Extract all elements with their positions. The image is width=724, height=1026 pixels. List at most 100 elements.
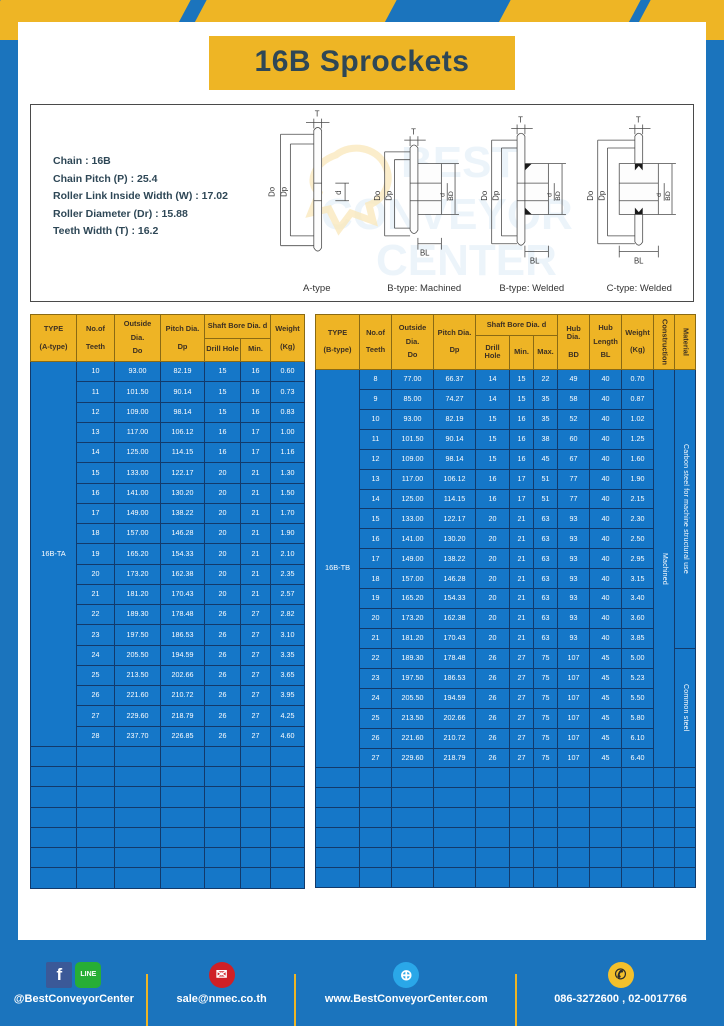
table-cell: 15 <box>475 428 511 450</box>
svg-text:T: T <box>635 116 640 125</box>
table-cell-blank <box>433 767 477 789</box>
svg-text:Dp: Dp <box>597 190 606 201</box>
table-cell: 17 <box>239 441 272 464</box>
table-cell: 24 <box>76 644 115 666</box>
table-cell: 6.10 <box>621 727 655 749</box>
footer-email[interactable]: ✉ sale@nmec.co.th <box>148 960 296 1026</box>
table-cell: 16 <box>509 428 535 450</box>
table-cell-blank <box>475 847 511 869</box>
th-outside-dia: Outside Dia. Do <box>114 314 161 362</box>
table-cell: 26 <box>475 747 511 769</box>
table-row-blank <box>315 787 697 809</box>
table-cell-blank <box>589 787 623 809</box>
table-cell: 40 <box>589 627 623 649</box>
table-cell: 40 <box>589 408 623 430</box>
table-cell: 10 <box>76 360 115 383</box>
footer-facebook[interactable]: f LINE @BestConveyorCenter <box>0 960 148 1026</box>
table-cell: 63 <box>533 548 559 570</box>
spec-line: Roller Link Inside Width (W) : 17.02 <box>53 190 228 202</box>
table-cell: 21 <box>239 543 272 565</box>
table-cell: 40 <box>589 468 623 490</box>
table-row: 26 221.60 210.72 26 27 3.95 <box>31 684 306 707</box>
table-cell: 16 <box>509 448 535 470</box>
table-row: 16B-TB 8 77.00 66.37 14 15 22 49 40 0.70 Machined C… <box>315 368 697 769</box>
table-cell-blank <box>674 827 697 849</box>
table-cell: 93 <box>557 548 591 570</box>
table-row: 23 197.50 186.53 26 27 75 107 45 5.23 <box>316 667 696 689</box>
table-cell: 149.00 <box>114 502 161 525</box>
table-cell: 14 <box>359 488 393 510</box>
footer-divider <box>515 973 518 1026</box>
diagram-caption: C-type: Welded <box>606 283 672 294</box>
table-cell-blank <box>114 745 161 768</box>
table-cell: 15 <box>76 462 115 484</box>
table-a-body: 16B-TA 10 93.00 82.19 15 16 0.60 11 101.50 90.14 1… <box>30 360 306 889</box>
table-cell: 125.00 <box>114 441 161 464</box>
svg-text:d: d <box>546 193 553 197</box>
table-cell: 3.15 <box>621 568 655 590</box>
table-cell-blank <box>433 847 477 869</box>
table-cell-blank <box>30 786 77 808</box>
table-cell: 20 <box>204 502 241 525</box>
svg-text:d: d <box>656 193 663 197</box>
th-min: Min. <box>239 337 272 362</box>
svg-text:T: T <box>518 116 523 125</box>
table-cell: 122.17 <box>160 462 205 484</box>
footer-divider <box>293 973 296 1026</box>
table-cell-blank <box>270 867 306 889</box>
footer-divider <box>145 973 148 1026</box>
spec-diagram-panel: BEST CONVEYOR CENTER Chain : 16B Chain P… <box>30 104 694 302</box>
table-cell: 77.00 <box>391 368 435 390</box>
table-row: 15 133.00 122.17 20 21 63 93 40 2.30 <box>316 508 696 530</box>
table-cell: 3.85 <box>621 627 655 649</box>
table-cell: 28 <box>76 725 115 747</box>
table-cell: 51 <box>533 468 559 490</box>
footer-phone[interactable]: ✆ 086-3272600 , 02-0017766 <box>517 960 724 1005</box>
table-cell-blank <box>589 827 623 849</box>
table-cell: 75 <box>533 747 559 769</box>
table-cell: 15 <box>359 508 393 530</box>
table-cell: 93 <box>557 627 591 649</box>
table-cell: 21 <box>239 522 272 545</box>
table-cell: 45 <box>589 707 623 729</box>
table-cell-blank <box>589 767 623 789</box>
table-cell: 202.66 <box>433 707 477 729</box>
table-cell: 122.17 <box>433 508 477 530</box>
table-row: 16 141.00 130.20 20 21 63 93 40 2.50 <box>316 528 696 550</box>
table-b-type: TYPE (B-type) No.of Teeth Outside Dia. D… <box>315 314 697 889</box>
table-row: 12 109.00 98.14 15 16 45 67 40 1.60 <box>316 448 696 470</box>
table-cell: 93.00 <box>391 408 435 430</box>
table-cell-blank <box>557 827 591 849</box>
table-cell: 27 <box>239 624 272 646</box>
table-cell: 106.12 <box>433 468 477 490</box>
table-cell: 3.60 <box>621 608 655 629</box>
table-cell: 16 <box>204 421 241 444</box>
table-cell: 210.72 <box>160 684 205 707</box>
page-sheet: 16B Sprockets BEST CONVEYOR CENTER Chain… <box>18 22 706 940</box>
table-cell: 202.66 <box>160 664 205 687</box>
table-row: 21 181.20 170.43 20 21 63 93 40 3.85 <box>316 627 696 649</box>
table-cell-blank <box>557 867 591 889</box>
table-cell-blank <box>204 846 241 869</box>
table-cell-blank <box>114 786 161 808</box>
diagram-row: Do Dp d T A-type <box>263 105 693 301</box>
table-cell-blank <box>359 847 393 869</box>
table-cell-blank <box>114 867 161 889</box>
table-cell: 109.00 <box>391 448 435 470</box>
table-cell: 93.00 <box>114 360 161 383</box>
table-cell: 1.30 <box>270 462 306 484</box>
table-row-blank <box>315 807 697 829</box>
table-cell: 6.40 <box>621 747 655 769</box>
table-cell: 20 <box>76 563 115 585</box>
table-cell: 27 <box>509 647 535 669</box>
table-cell: 146.28 <box>160 522 205 545</box>
table-cell-blank <box>589 807 623 829</box>
table-cell-blank <box>204 826 241 849</box>
table-cell: 40 <box>589 608 623 629</box>
footer-website[interactable]: ⊕ www.BestConveyorCenter.com <box>296 960 518 1026</box>
table-row-blank <box>30 826 306 849</box>
table-cell: 20 <box>204 563 241 585</box>
table-cell: 14 <box>475 388 511 410</box>
table-cell: 178.48 <box>160 603 205 626</box>
table-row: 16B-TA 10 93.00 82.19 15 16 0.60 <box>30 360 306 747</box>
